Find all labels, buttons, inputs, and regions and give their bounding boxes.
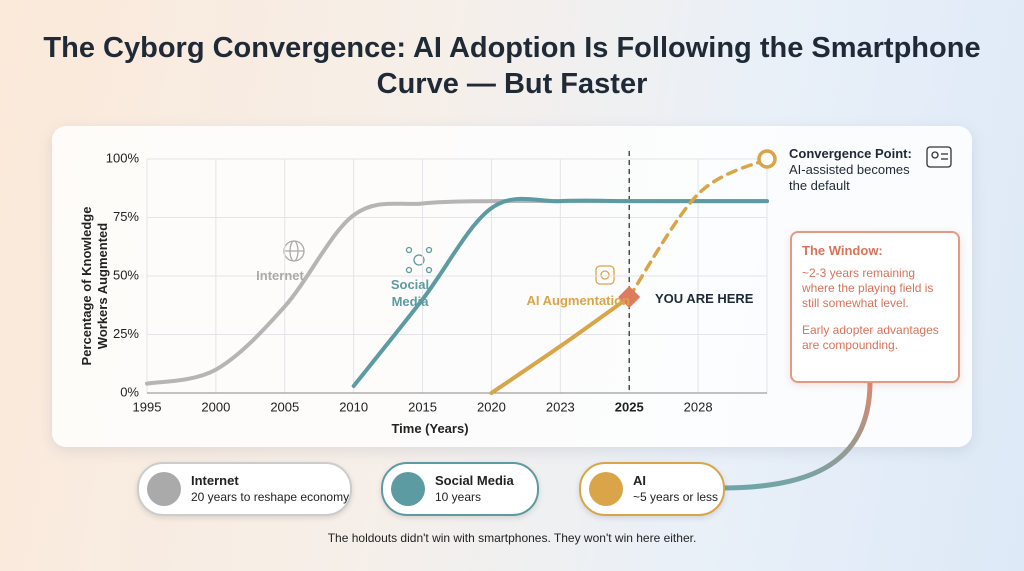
x-tick-label: 2020 [477,399,506,414]
timeline-pill: Internet 20 years to reshape economy [137,462,352,516]
y-tick-label: 25% [113,326,139,341]
x-tick-label: 2025 [615,399,644,414]
pill-name: AI [633,473,646,488]
x-tick-label: 2028 [684,399,713,414]
convergence-title: Convergence Point: [789,146,912,161]
series-label: Social Media [390,277,430,309]
series-line [489,295,632,395]
pill-text: ~5 years or less [633,490,719,504]
chip-icon [595,265,615,285]
pill-name: Internet [191,473,239,488]
globe-icon [283,240,305,262]
window-box: The Window: ~2-3 years remaining where t… [790,231,960,383]
you-are-here: YOU ARE HERE [655,291,754,306]
pill-text: 10 years [435,490,482,504]
x-tick-label: 2010 [339,399,368,414]
x-tick-label: 2005 [270,399,299,414]
convergence-text: AI-assisted becomes the default [789,162,910,193]
x-axis-label: Time (Years) [391,421,469,436]
timeline-pill: AI ~5 years or less [579,462,725,516]
footer: The holdouts didn't win with smartphones… [327,531,697,545]
series-line [627,157,769,299]
network-icon [405,246,433,274]
y-tick-label: 50% [113,267,139,282]
window-connector [719,381,873,491]
x-tick-label: 2000 [201,399,230,414]
y-axis-label: Percentage of Knowledge Workers Augmente… [79,206,110,366]
window-text: Early adopter advantages are compounding… [802,323,939,352]
convergence-point [757,149,777,169]
series-line [351,196,769,388]
convergence-note: Convergence Point: AI-assisted becomes th… [789,146,929,194]
you-are-here-marker [618,286,641,309]
window-text: ~2-3 years remaining where the playing f… [802,266,934,310]
window-title: The Window: [802,243,883,258]
y-tick-label: 75% [113,209,139,224]
series-label: Internet [256,268,304,283]
timeline-pill: Social Media 10 years [381,462,539,516]
y-tick-label: 100% [106,150,140,165]
pill-name: Social Media [435,473,514,488]
pill-text: 20 years to reshape economy [191,490,350,504]
title: The Cyborg Convergence: AI Adoption Is F… [43,32,981,100]
x-tick-label: 2015 [408,399,437,414]
x-tick-label: 1995 [133,399,162,414]
cursor-icon [926,146,952,168]
series-label: AI Augmentation [526,293,630,308]
y-tick-label: 0% [120,384,139,399]
x-tick-label: 2023 [546,399,575,414]
